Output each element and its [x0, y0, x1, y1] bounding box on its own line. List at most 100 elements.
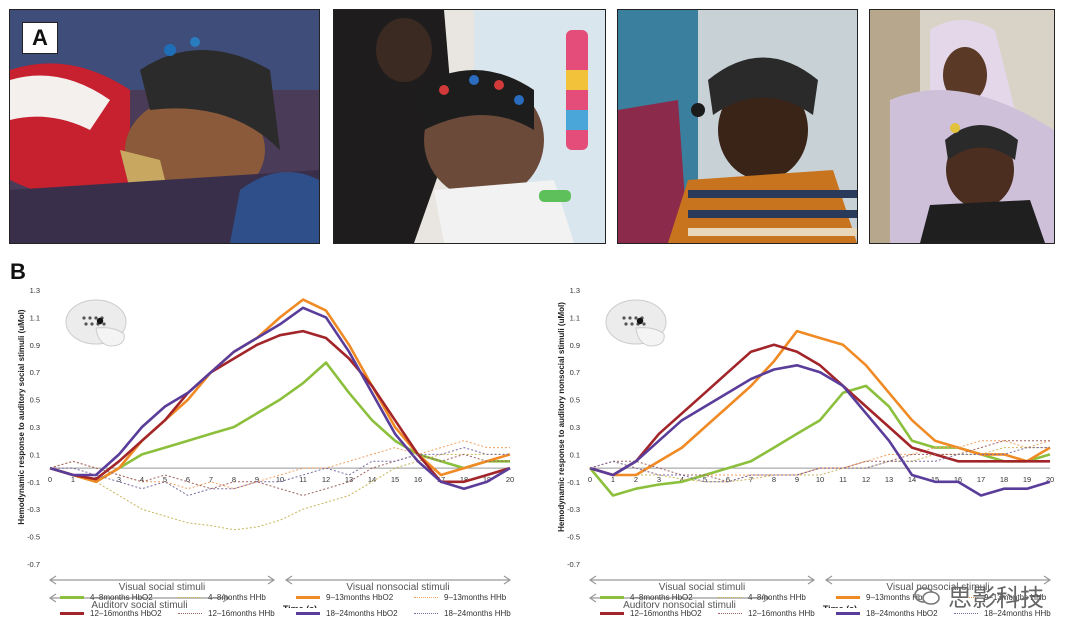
panel-a-label-box: A: [22, 22, 58, 54]
y-tick-label: -0.5: [27, 533, 40, 542]
legend-item: 18–24months HbO2: [836, 609, 938, 618]
legend-label: 18–24months HbO2: [326, 609, 398, 618]
y-axis-label: Hemodynamic response to auditory nonsoci…: [557, 302, 566, 532]
series-line-18-24months-hbo2: [589, 364, 1051, 497]
series-line-9-13months-hhb: [589, 440, 1051, 476]
legend-item: 12–16months HbO2: [60, 609, 162, 618]
legend-item: 4–8months HHb: [178, 593, 266, 602]
x-tick-label: 15: [931, 475, 939, 484]
x-tick-label: 14: [368, 475, 376, 484]
x-tick-label: 13: [885, 475, 893, 484]
x-tick-label: 5: [703, 475, 707, 484]
legend-left: 4–8months HbO2 4–8months HHb 9–13months Hb…: [60, 593, 530, 633]
x-tick-label: 19: [483, 475, 491, 484]
legend-swatch: [600, 612, 624, 615]
legend-swatch: [836, 612, 860, 615]
panel-a-label: A: [32, 25, 48, 50]
y-tick-label: 0.1: [570, 450, 580, 459]
legend-label: 9–13months HbO2: [326, 593, 394, 602]
legend-item: 4–8months HbO2: [600, 593, 693, 602]
legend-swatch: [60, 612, 84, 615]
series-line-18-24months-hhb: [50, 447, 510, 496]
legend-label: 9–13months HbO2: [866, 593, 934, 602]
y-tick-label: -0.7: [567, 560, 580, 569]
legend-swatch: [296, 612, 320, 615]
watermark: 思影科技: [914, 578, 1044, 613]
stimulus-bar-label: Visual nonsocial stimuli: [346, 582, 449, 593]
legend-item: 9–13months HHb: [414, 593, 506, 602]
x-tick-label: 4: [140, 475, 144, 484]
x-tick-label: 7: [749, 475, 753, 484]
legend-swatch: [178, 613, 202, 614]
stimulus-bar: Visual social stimuli: [48, 575, 276, 593]
legend-item: 9–13months HbO2: [836, 593, 933, 602]
x-tick-label: 13: [345, 475, 353, 484]
x-tick-label: 16: [414, 475, 422, 484]
x-tick-label: 8: [772, 475, 776, 484]
y-tick-label: -0.5: [567, 533, 580, 542]
stimulus-bar: Visual nonsocial stimuli: [284, 575, 512, 593]
y-tick-label: 1.3: [570, 286, 580, 295]
watermark-text: 思影科技: [948, 584, 1044, 612]
stimulus-bar-label: Auditory social stimuli: [91, 600, 187, 608]
legend-item: 4–8months HHb: [718, 593, 806, 602]
legend-label: 4–8months HHb: [208, 593, 266, 602]
legend-label: 18–24months HHb: [444, 609, 511, 618]
x-tick-label: 14: [908, 475, 916, 484]
panel-b-label: B: [10, 259, 26, 284]
y-tick-label: -0.1: [567, 478, 580, 487]
stimulus-bar-label: Visual social stimuli: [119, 582, 206, 593]
x-tick-label: 11: [299, 475, 307, 484]
x-tick-label: 3: [657, 475, 661, 484]
stimulus-bar-label: Visual social stimuli: [659, 582, 746, 593]
legend-label: 12–16months HbO2: [90, 609, 162, 618]
y-tick-label: 1.1: [570, 313, 580, 322]
x-tick-label: 12: [322, 475, 330, 484]
x-tick-label: 7: [209, 475, 213, 484]
y-tick-label: -0.3: [27, 505, 40, 514]
legend-label: 4–8months HHb: [748, 593, 806, 602]
x-tick-label: 19: [1023, 475, 1031, 484]
series-line-9-13months-hhb: [49, 440, 510, 490]
stimulus-bar-label: Auditory nonsocial stimuli: [623, 600, 736, 608]
x-tick-label: 8: [232, 475, 236, 484]
series-line-9-13months-hbo2: [49, 298, 511, 484]
y-tick-label: 0.3: [570, 423, 580, 432]
legend-label: 9–13months HHb: [984, 593, 1047, 602]
y-tick-label: 1.3: [30, 286, 40, 295]
y-tick-label: -0.7: [27, 560, 40, 569]
photo-child-with-mother-graphic: [870, 10, 1054, 243]
legend-label: 4–8months HbO2: [90, 593, 153, 602]
x-tick-label: 2: [634, 475, 638, 484]
legend-swatch: [718, 613, 742, 614]
y-tick-label: 0.9: [570, 341, 580, 350]
x-tick-label: 9: [795, 475, 799, 484]
x-tick-label: 0: [588, 475, 592, 484]
photo-infant-with-toy: [333, 9, 606, 244]
legend-label: 18–24months HHb: [984, 609, 1051, 618]
legend-label: 12–16months HbO2: [630, 609, 702, 618]
x-tick-label: 0: [48, 475, 52, 484]
photo-toddler-striped-shirt: [617, 9, 858, 244]
legend-label: 4–8months HbO2: [630, 593, 693, 602]
legend-swatch: [954, 613, 978, 614]
stimulus-bar-label: Visual nonsocial stimuli: [886, 582, 989, 593]
photo-sleeping-infant: A: [9, 9, 320, 244]
y-tick-label: 0.5: [30, 396, 40, 405]
photo-sleeping-infant-graphic: [10, 10, 319, 243]
x-tick-label: 17: [977, 475, 985, 484]
wechat-icon: [914, 586, 940, 605]
legend-item: 12–16months HHb: [178, 609, 275, 618]
x-tick-label: 20: [506, 475, 514, 484]
x-tick-label: 6: [726, 475, 730, 484]
y-tick-label: -0.1: [27, 478, 40, 487]
legend-swatch: [414, 613, 438, 614]
legend-swatch: [178, 597, 202, 598]
stimulus-bar: Visual social stimuli: [588, 575, 816, 593]
series-line-12-16months-hbo2: [49, 329, 511, 484]
x-tick-label: 9: [255, 475, 259, 484]
series-line-18-24months-hbo2: [49, 306, 511, 490]
legend-swatch: [954, 597, 978, 598]
x-tick-label: 18: [1000, 475, 1008, 484]
legend-swatch: [414, 597, 438, 598]
